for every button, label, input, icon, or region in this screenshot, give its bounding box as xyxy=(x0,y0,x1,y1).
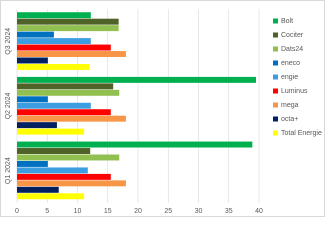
bar xyxy=(17,25,119,32)
bar xyxy=(17,115,126,122)
legend-label: Luminus xyxy=(281,88,308,95)
y-tick-label: Q3 2024 xyxy=(5,28,12,55)
x-tick-label: 30 xyxy=(195,208,203,215)
x-tick-label: 35 xyxy=(225,208,233,215)
bar xyxy=(17,122,57,129)
legend-swatch xyxy=(273,88,278,94)
legend-swatch xyxy=(273,32,278,38)
bar xyxy=(17,51,126,57)
bar xyxy=(17,96,48,103)
x-tick-label: 0 xyxy=(15,208,19,215)
y-tick-label: Q1 2024 xyxy=(5,157,12,184)
bar xyxy=(17,57,48,64)
legend-label: Bolt xyxy=(281,18,293,25)
bar xyxy=(17,102,91,109)
bar xyxy=(17,173,111,180)
legend-label: Total Energie xyxy=(281,130,322,137)
legend-swatch xyxy=(273,46,278,52)
bar xyxy=(17,83,114,90)
legend-label: Dats24 xyxy=(281,46,303,53)
bar xyxy=(17,38,91,45)
chart: 0 5 10 15 20 25 30 35 40 Q1 2024 Q2 2024 Q3 2024 Bol… xyxy=(0,0,325,217)
x-tick-label: 40 xyxy=(255,208,263,215)
bar xyxy=(17,160,48,167)
x-tick-label: 25 xyxy=(164,208,172,215)
legend-label: Cociter xyxy=(281,32,304,39)
bar xyxy=(17,154,120,161)
legend-swatch xyxy=(273,130,278,136)
bar xyxy=(17,12,91,19)
y-tick-label: Q2 2024 xyxy=(5,92,12,119)
bar xyxy=(17,109,111,116)
bar xyxy=(17,128,85,135)
bar xyxy=(17,186,59,193)
x-tick-label: 10 xyxy=(74,208,82,215)
bar xyxy=(17,180,126,187)
x-tick-label: 20 xyxy=(134,208,142,215)
bar xyxy=(17,63,90,70)
bar xyxy=(17,167,88,174)
legend-swatch xyxy=(273,74,278,80)
legend-label: octa+ xyxy=(281,116,298,123)
bar xyxy=(17,193,85,200)
bar xyxy=(17,141,253,148)
bar xyxy=(17,31,54,38)
legend-swatch xyxy=(273,102,278,108)
x-tick-label: 5 xyxy=(45,208,49,215)
legend-swatch xyxy=(273,60,278,66)
bar xyxy=(17,76,256,83)
legend-swatch xyxy=(273,18,278,24)
legend-label: mega xyxy=(281,102,299,109)
bar xyxy=(17,18,119,25)
bar xyxy=(17,148,91,154)
legend-swatch xyxy=(273,116,278,122)
bar xyxy=(17,89,120,96)
legend-label: eneco xyxy=(281,60,300,67)
bar xyxy=(17,44,111,51)
legend-label: engie xyxy=(281,74,298,81)
x-tick-label: 15 xyxy=(104,208,112,215)
